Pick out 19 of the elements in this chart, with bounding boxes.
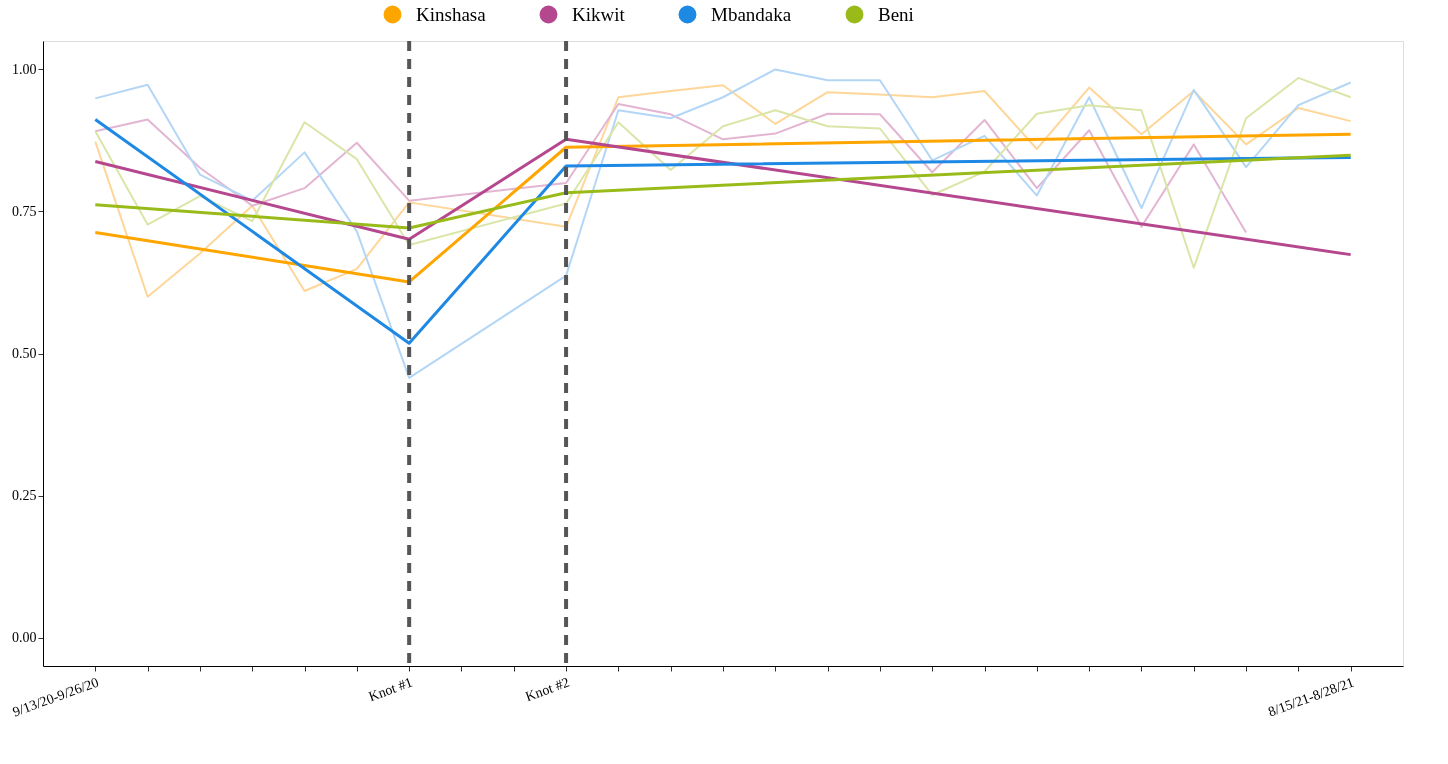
x-tick-label: Knot #1	[366, 674, 415, 705]
line-series	[93, 137, 1353, 257]
legend-label: Beni	[878, 3, 914, 25]
y-tick-label: 0.75	[12, 203, 37, 219]
legend-label: Mbandaka	[711, 3, 792, 25]
legend-label: Kikwit	[572, 3, 626, 25]
y-tick-label: 0.25	[12, 488, 37, 504]
y-tick-label: 1.00	[12, 61, 37, 77]
line-series	[94, 76, 1352, 269]
line-series	[93, 132, 1353, 284]
x-tick-label: Knot #2	[523, 674, 572, 705]
legend-label: Kinshasa	[416, 3, 487, 25]
y-tick-label: 0.00	[12, 630, 37, 646]
y-tick-label: 0.50	[12, 346, 37, 361]
line-series	[94, 103, 1248, 234]
line-series	[93, 153, 1353, 230]
line-series	[94, 68, 1352, 379]
line-series	[94, 84, 1352, 298]
line-series	[93, 117, 1353, 345]
